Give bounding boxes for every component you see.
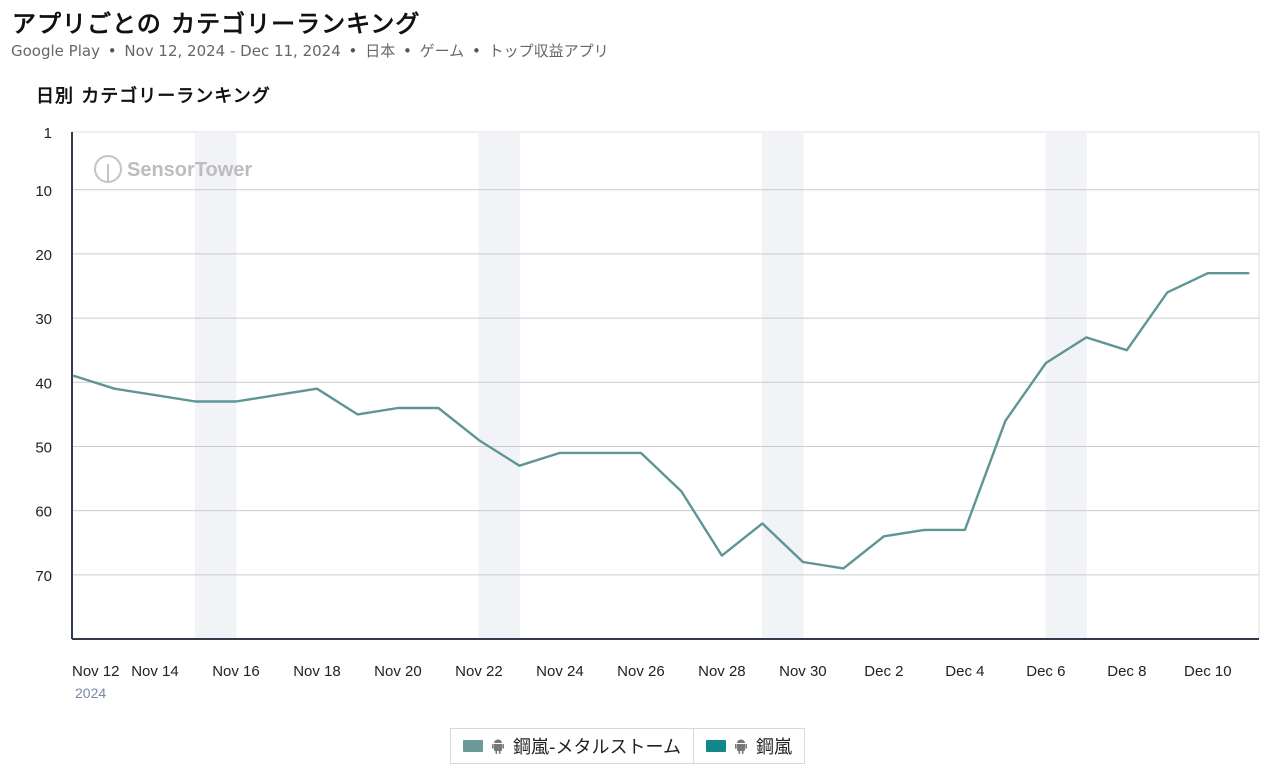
sensortower-watermark: SensorTower	[94, 155, 252, 183]
x-year-label: 2024	[75, 685, 106, 701]
x-tick-label: Nov 20	[374, 663, 422, 680]
x-tick-label: Nov 26	[617, 663, 665, 680]
x-tick-label: Nov 22	[455, 663, 503, 680]
y-tick-label: 70	[35, 568, 52, 585]
subtitle-separator: •	[402, 42, 412, 60]
subtitle-country: 日本	[365, 42, 396, 60]
weekend-band	[1045, 132, 1087, 639]
x-tick-label: Nov 12	[72, 663, 120, 680]
x-tick-label: Nov 16	[212, 663, 260, 680]
android-icon	[492, 739, 504, 754]
subtitle-store: Google Play	[11, 42, 100, 60]
series-line	[72, 271, 1250, 570]
chart-title: 日別 カテゴリーランキング	[36, 86, 271, 107]
weekend-band	[194, 132, 237, 639]
subtitle-separator: •	[471, 42, 481, 60]
subtitle-chart: トップ収益アプリ	[488, 42, 609, 60]
watermark-text: SensorTower	[127, 159, 252, 181]
subtitle-separator: •	[107, 42, 117, 60]
x-tick-label: Nov 18	[293, 663, 341, 680]
subtitle-dates: Nov 12, 2024 - Dec 11, 2024	[124, 42, 341, 60]
weekend-band	[478, 132, 520, 639]
y-tick-label: 20	[35, 247, 52, 264]
subtitle-category: ゲーム	[419, 42, 465, 60]
x-tick-label: Nov 24	[536, 663, 584, 680]
y-tick-label: 50	[35, 439, 52, 456]
legend-item-series-2[interactable]: 鋼嵐	[693, 728, 805, 764]
legend-item-series-1[interactable]: 鋼嵐-メタルストーム	[450, 728, 694, 764]
x-tick-label: Dec 10	[1184, 663, 1232, 680]
x-tick-label: Nov 30	[779, 663, 827, 680]
chart-legend: 鋼嵐-メタルストーム 鋼嵐	[450, 728, 805, 764]
y-tick-label: 40	[35, 375, 52, 392]
weekend-band	[761, 132, 804, 639]
page-title: アプリごとの カテゴリーランキング	[12, 10, 421, 38]
legend-swatch	[463, 740, 483, 752]
y-tick-label: 1	[44, 125, 52, 142]
y-tick-label: 30	[35, 311, 52, 328]
y-tick-label: 10	[35, 183, 52, 200]
x-tick-label: Nov 28	[698, 663, 746, 680]
x-tick-label: Nov 14	[131, 663, 179, 680]
legend-swatch	[705, 740, 726, 752]
ranking-line-chart: SensorTower 1 10 20 30 40 50 60 70 Nov 12 Nov 14 No…	[35, 125, 1260, 701]
x-tick-label: Dec 8	[1107, 663, 1146, 680]
legend-label: 鋼嵐-メタルストーム	[513, 737, 681, 758]
y-tick-label: 60	[35, 504, 52, 521]
x-tick-label: Dec 4	[945, 663, 984, 680]
legend-label: 鋼嵐	[755, 737, 792, 758]
subtitle-separator: •	[348, 42, 358, 60]
page-subtitle: Google Play • Nov 12, 2024 - Dec 11, 202…	[11, 40, 609, 61]
x-tick-label: Dec 6	[1026, 663, 1065, 680]
android-icon	[734, 739, 747, 754]
x-tick-label: Dec 2	[864, 663, 903, 680]
